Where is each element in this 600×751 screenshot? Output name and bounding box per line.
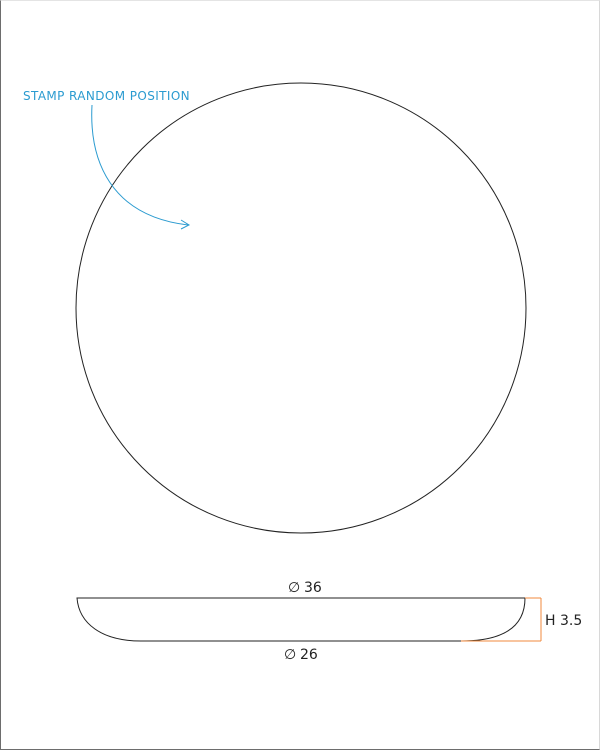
- outer-diameter-value: 36: [304, 580, 322, 596]
- diameter-symbol-icon: ∅: [288, 580, 300, 596]
- diameter-symbol-icon: ∅: [284, 647, 296, 663]
- annotation-arrow-leader: [91, 104, 189, 226]
- height-dimension: [461, 597, 542, 642]
- tray-side-view-profile: [76, 597, 526, 642]
- annotation-arrow-head-icon: [180, 219, 191, 230]
- stamp-position-note: STAMP RANDOM POSITION: [23, 89, 190, 103]
- tray-top-view-circle: [75, 82, 527, 534]
- inner-diameter-value: 26: [300, 647, 318, 663]
- height-label: H 3.5: [545, 613, 582, 629]
